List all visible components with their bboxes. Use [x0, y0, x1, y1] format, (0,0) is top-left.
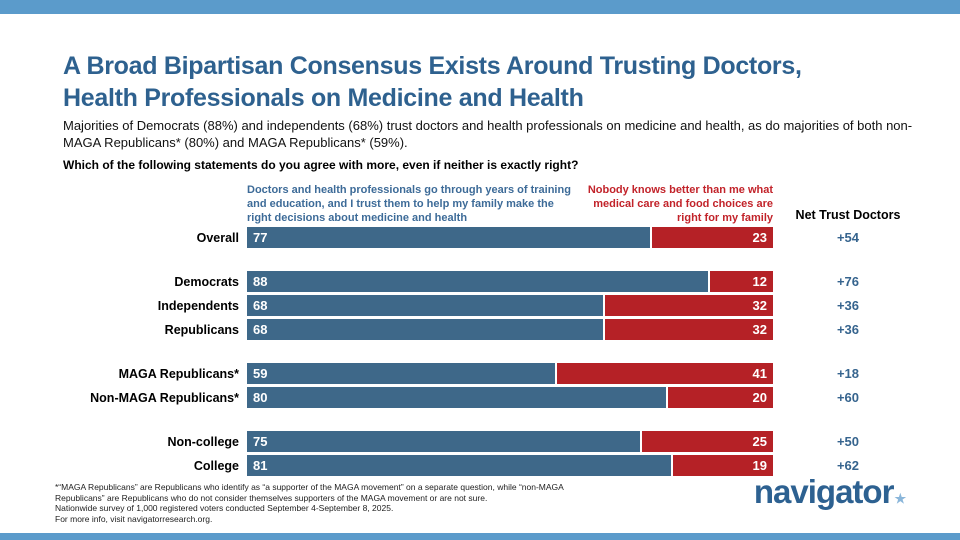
bar-value-label: 80: [253, 390, 268, 405]
net-value: +50: [836, 434, 860, 449]
trust-doctors-bar-segment: 88: [247, 271, 708, 292]
bar-value-label: 88: [253, 274, 268, 289]
chart-group: MAGA Republicans* 59 41 +18 Non-MAGA Republi…: [55, 363, 923, 408]
nobody-knows-bar-segment: 19: [673, 455, 773, 476]
chart: Doctors and health professionals go thro…: [55, 183, 923, 476]
title-line-1: A Broad Bipartisan Consensus Exists Arou…: [63, 52, 802, 80]
nobody-knows-statement-header: Nobody knows better than me what medical…: [587, 184, 773, 224]
net-value: +76: [836, 274, 860, 289]
nobody-knows-bar-segment: 20: [667, 387, 773, 408]
table-row: Overall 77 23 +54: [55, 227, 923, 248]
subtitle: Majorities of Democrats (88%) and indepe…: [63, 118, 913, 150]
nobody-knows-bar-segment: 32: [604, 319, 773, 340]
row-label: Non-college: [167, 434, 239, 449]
row-label: Non-MAGA Republicans*: [90, 390, 239, 405]
bar-value-label: 12: [752, 274, 767, 289]
bar-value-label: 19: [752, 458, 767, 473]
table-row: Non-MAGA Republicans* 80 20 +60: [55, 387, 923, 408]
bar-track: 88 12: [247, 271, 773, 292]
trust-doctors-statement-header: Doctors and health professionals go thro…: [247, 184, 571, 224]
trust-doctors-bar-segment: 68: [247, 319, 603, 340]
footnote-line-1: *“MAGA Republicans” are Republicans who …: [55, 482, 564, 492]
logo-text: navigator: [753, 473, 895, 510]
trust-doctors-bar-segment: 81: [247, 455, 672, 476]
table-row: Democrats 88 12 +76: [55, 271, 923, 292]
footnote-line-2: Republicans” are Republicans who do not …: [55, 492, 488, 503]
page-title: A Broad Bipartisan Consensus Exists Arou…: [63, 50, 923, 114]
table-row: Independents 68 32 +36: [55, 295, 923, 316]
bar-track: 77 23: [247, 227, 773, 248]
bar-track: 80 20: [247, 387, 773, 408]
row-label: College: [193, 458, 239, 473]
trust-doctors-bar-segment: 59: [247, 363, 556, 384]
footnote: *“MAGA Republicans” are Republicans who …: [55, 482, 695, 524]
row-label: MAGA Republicans*: [118, 366, 239, 381]
net-value: +60: [836, 390, 860, 405]
bar-value-label: 41: [752, 366, 767, 381]
row-label: Overall: [196, 230, 239, 245]
top-accent-band: [0, 0, 960, 14]
table-row: Republicans 68 32 +36: [55, 319, 923, 340]
bar-value-label: 25: [752, 434, 767, 449]
footnote-line-3: Nationwide survey of 1,000 registered vo…: [55, 503, 394, 513]
bar-value-label: 20: [752, 390, 767, 405]
nobody-knows-bar-segment: 25: [641, 431, 773, 452]
trust-doctors-bar-segment: 75: [247, 431, 640, 452]
row-label: Democrats: [174, 274, 239, 289]
net-value: +18: [836, 366, 860, 381]
bar-value-label: 59: [253, 366, 268, 381]
table-row: College 81 19 +62: [55, 455, 923, 476]
bar-value-label: 81: [253, 458, 268, 473]
nobody-knows-bar-segment: 32: [604, 295, 773, 316]
title-line-2: Health Professionals on Medicine and Hea…: [63, 84, 584, 112]
bar-value-label: 77: [253, 230, 268, 245]
nobody-knows-bar-segment: 12: [709, 271, 773, 292]
navigator-logo: navigator★: [740, 473, 920, 511]
bar-value-label: 32: [752, 322, 767, 337]
star-icon: ★: [894, 491, 907, 506]
net-column-header: Net Trust Doctors: [795, 208, 901, 222]
bar-track: 75 25: [247, 431, 773, 452]
chart-group: Overall 77 23 +54: [55, 227, 923, 248]
bar-track: 81 19: [247, 455, 773, 476]
nobody-knows-bar-segment: 23: [652, 227, 773, 248]
statement-headers: Doctors and health professionals go thro…: [247, 183, 773, 225]
survey-question: Which of the following statements do you…: [63, 158, 579, 172]
chart-group: Non-college 75 25 +50 College 81 19 +62: [55, 431, 923, 476]
bar-track: 68 32: [247, 295, 773, 316]
bar-value-label: 68: [253, 322, 268, 337]
trust-doctors-bar-segment: 77: [247, 227, 651, 248]
net-value: +54: [836, 230, 860, 245]
trust-doctors-bar-segment: 68: [247, 295, 603, 316]
bar-track: 68 32: [247, 319, 773, 340]
bar-value-label: 68: [253, 298, 268, 313]
row-label: Republicans: [164, 322, 239, 337]
table-row: MAGA Republicans* 59 41 +18: [55, 363, 923, 384]
row-label: Independents: [157, 298, 239, 313]
bar-value-label: 32: [752, 298, 767, 313]
trust-doctors-bar-segment: 80: [247, 387, 666, 408]
footnote-line-4: For more info, visit navigatorresearch.o…: [55, 513, 213, 524]
table-row: Non-college 75 25 +50: [55, 431, 923, 452]
chart-group: Democrats 88 12 +76 Independents 68 32 +36 Repub…: [55, 271, 923, 340]
chart-rows: Overall 77 23 +54 Democrats 88 12 +76 Independen…: [55, 227, 923, 476]
bar-track: 59 41: [247, 363, 773, 384]
nobody-knows-bar-segment: 41: [557, 363, 773, 384]
net-value: +36: [836, 322, 860, 337]
net-value: +36: [836, 298, 860, 313]
net-value: +62: [836, 458, 860, 473]
chart-column-headers: Doctors and health professionals go thro…: [247, 183, 923, 225]
bottom-accent-band: [0, 533, 960, 540]
bar-value-label: 75: [253, 434, 268, 449]
bar-value-label: 23: [752, 230, 767, 245]
